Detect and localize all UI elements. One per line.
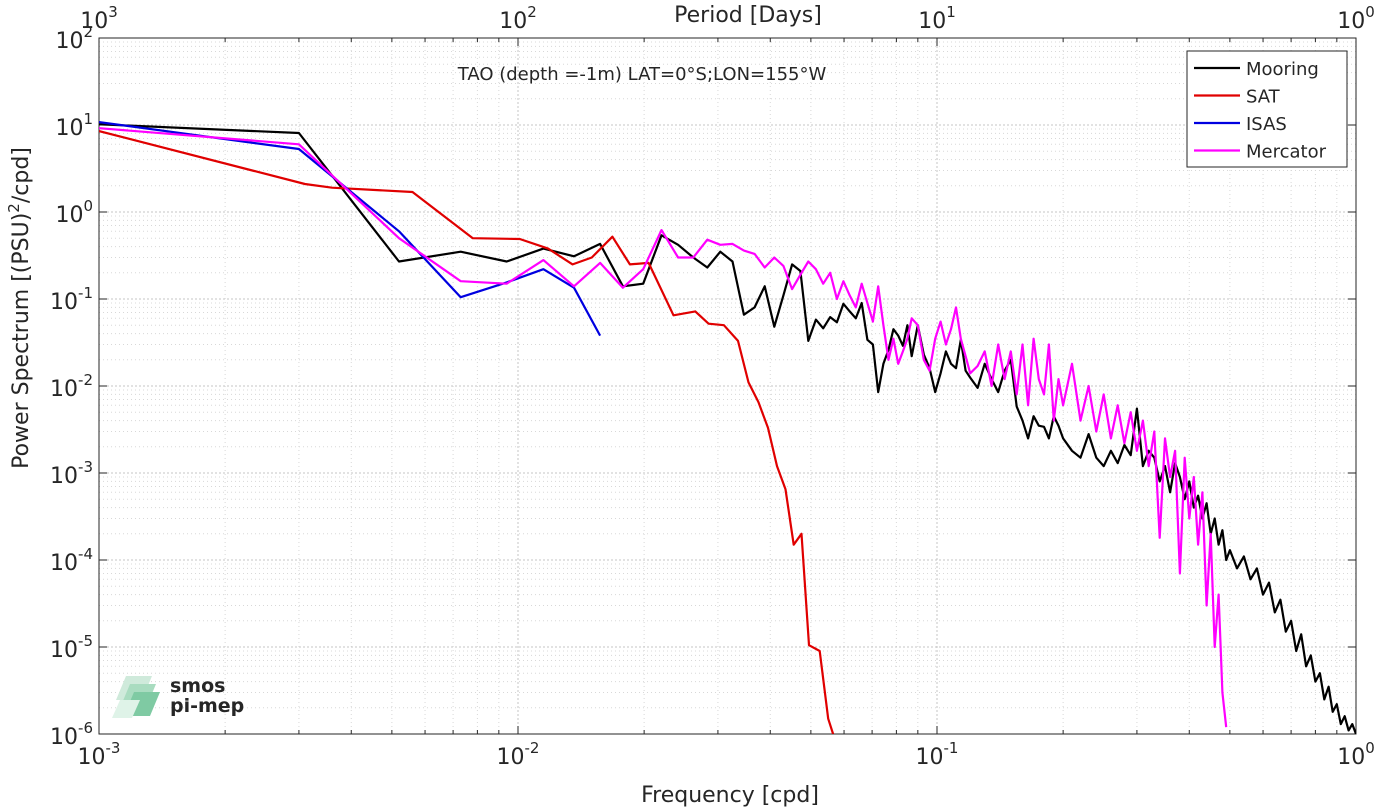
x-axis-title: Frequency [cpd] <box>641 783 819 808</box>
logo-line-1: smos <box>170 675 225 697</box>
legend-label-mercator: Mercator <box>1246 142 1327 163</box>
top-x-axis-title: Period [Days] <box>674 3 822 28</box>
y-tick-label: 102 <box>55 23 93 54</box>
legend-box <box>1186 50 1348 168</box>
y-tick-label: 100 <box>55 197 93 228</box>
y-tick-label: 10-1 <box>50 284 93 315</box>
series-line-mercator <box>99 127 1228 728</box>
series-line-sat <box>99 130 835 734</box>
y-axis-title-superscript: 2 <box>5 203 23 213</box>
top-x-tick-label: 100 <box>1337 3 1375 34</box>
y-tick-label: 101 <box>55 110 93 141</box>
logo-mark-icon <box>112 676 160 718</box>
legend-label-sat: SAT <box>1246 87 1281 108</box>
y-tick-label: 10-3 <box>50 458 93 489</box>
smos-pimep-logo: smos pi-mep <box>112 675 244 718</box>
logo-line-2: pi-mep <box>170 695 244 717</box>
top-x-tick-label: 101 <box>918 3 956 34</box>
chart-annotation: TAO (depth =-1m) LAT=0°S;LON=155°W <box>457 64 827 85</box>
series-line-isas <box>99 121 602 337</box>
y-tick-label: 10-6 <box>50 719 93 750</box>
x-tick-label: 10-3 <box>78 739 121 770</box>
x-tick-label: 10-1 <box>916 739 959 770</box>
x-tick-label: 10-2 <box>497 739 540 770</box>
x-tick-label: 100 <box>1337 739 1375 770</box>
y-axis-title: Power Spectrum [(PSU)2/cpd] <box>5 147 34 469</box>
y-tick-label: 10-5 <box>50 632 93 663</box>
top-x-tick-label: 102 <box>499 3 537 34</box>
top-x-tick-label: 103 <box>80 3 118 34</box>
y-axis-title-main: Power Spectrum [(PSU) <box>9 213 34 469</box>
legend-label-mooring: Mooring <box>1246 59 1319 80</box>
data-series <box>99 121 1356 734</box>
legend: Mooring SAT ISAS Mercator <box>1186 50 1348 168</box>
y-tick-label: 10-2 <box>50 371 93 402</box>
y-axis-title-tail: /cpd] <box>9 147 34 203</box>
y-tick-label: 10-4 <box>50 545 93 576</box>
legend-label-isas: ISAS <box>1246 114 1287 135</box>
